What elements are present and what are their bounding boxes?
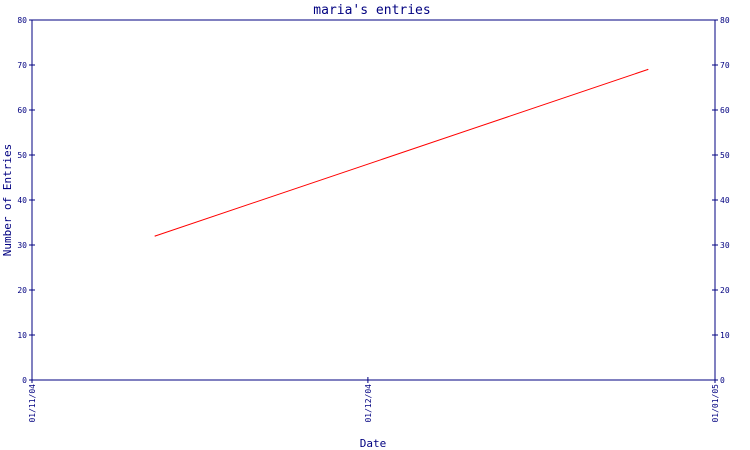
y-tick-label-left-2: 20: [17, 286, 27, 295]
series-line-0: [155, 69, 648, 237]
y-axis-left: 0 10 20 30 40 50 60 70 80: [17, 16, 35, 385]
y-tick-label-left-8: 80: [17, 16, 27, 25]
y-tick-label-right-2: 20: [720, 286, 730, 295]
y-tick-label-left-5: 50: [17, 151, 27, 160]
y-tick-label-left-1: 10: [17, 331, 27, 340]
y-tick-label-left-7: 70: [17, 61, 27, 70]
y-tick-label-left-3: 30: [17, 241, 27, 250]
y-tick-label-right-1: 10: [720, 331, 730, 340]
y-tick-label-right-0: 0: [720, 376, 725, 385]
y-tick-label-right-8: 80: [720, 16, 730, 25]
y-tick-label-right-3: 30: [720, 241, 730, 250]
y-tick-label-right-7: 70: [720, 61, 730, 70]
series-layer: [154, 68, 649, 237]
series-0-point-0: [154, 235, 156, 237]
x-tick-label-0: 01/11/04: [28, 384, 37, 423]
x-axis-label: Date: [360, 437, 387, 450]
x-tick-label-1: 01/12/04: [364, 384, 373, 423]
x-tick-label-2: 01/01/05: [711, 384, 720, 423]
y-tick-label-right-4: 40: [720, 196, 730, 205]
y-tick-label-left-4: 40: [17, 196, 27, 205]
plot-area-frame: [31, 19, 716, 381]
y-tick-label-right-6: 60: [720, 106, 730, 115]
y-tick-label-right-5: 50: [720, 151, 730, 160]
y-axis-label: Number of Entries: [1, 144, 14, 257]
y-tick-label-left-0: 0: [22, 376, 27, 385]
x-axis: 01/11/04 01/12/04 01/01/05: [28, 377, 720, 423]
y-tick-label-left-6: 60: [17, 106, 27, 115]
chart-title: maria's entries: [313, 3, 430, 18]
series-0-point-1: [647, 68, 649, 71]
